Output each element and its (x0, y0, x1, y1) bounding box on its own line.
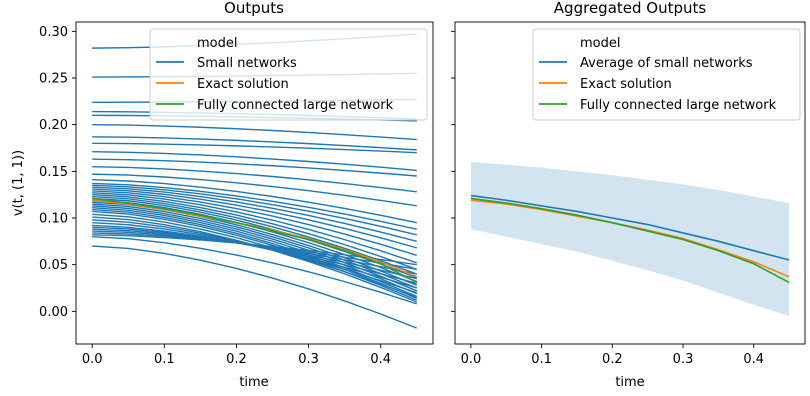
outputs-panel: 0.0 0.1 0.2 0.3 0.4 0.00 0.05 0.10 0.15 0.20 0.25 0… (11, 0, 434, 390)
small-network-line (92, 158, 417, 177)
y-tick-label: 0.10 (39, 212, 68, 227)
x-tick-label: 0.0 (82, 352, 103, 367)
small-network-line (92, 179, 417, 224)
aggregated-ticks: 0.0 0.1 0.2 0.3 0.4 (451, 30, 764, 367)
aggregated-xlabel: time (615, 375, 644, 390)
x-tick-label: 0.3 (298, 352, 319, 367)
outputs-legend-label-exact: Exact solution (197, 77, 289, 92)
spread-band (470, 162, 790, 316)
x-tick-label: 0.4 (743, 352, 764, 367)
aggregated-title: Aggregated Outputs (554, 0, 707, 17)
small-network-line (92, 123, 417, 141)
x-tick-label: 0.1 (531, 352, 552, 367)
small-network-line (92, 235, 417, 305)
outputs-xlabel: time (239, 375, 268, 390)
small-network-line (92, 210, 418, 299)
outputs-legend-title: model (197, 36, 237, 51)
small-network-line (92, 151, 417, 172)
aggregated-outputs-panel: 0.0 0.1 0.2 0.3 0.4 Aggregated Outputs time … (451, 0, 806, 390)
small-network-line (92, 173, 417, 207)
small-network-line (92, 188, 417, 249)
x-tick-label: 0.2 (226, 352, 247, 367)
outputs-ylabel: v(t, (1, 1)) (11, 150, 26, 216)
outputs-legend-label-small: Small networks (197, 56, 297, 71)
y-tick-label: 0.30 (39, 25, 68, 40)
small-network-line (92, 192, 417, 264)
x-tick-label: 0.0 (461, 352, 482, 367)
outputs-ticks: 0.0 0.1 0.2 0.3 0.4 0.00 0.05 0.10 0.15 0.20 0.25 0… (39, 25, 391, 367)
outputs-legend-label-large: Fully connected large network (197, 98, 394, 113)
small-network-line (92, 184, 417, 236)
small-network-line (92, 136, 417, 151)
small-network-line (92, 195, 418, 275)
x-tick-label: 0.2 (602, 352, 623, 367)
large-network-line (470, 197, 790, 284)
aggregated-legend-title: model (580, 36, 620, 51)
aggregated-legend: model Average of small networks Exact so… (532, 28, 801, 121)
small-network-line (92, 193, 418, 270)
outputs-legend-box (149, 28, 428, 121)
y-tick-label: 0.20 (39, 118, 68, 133)
x-tick-label: 0.4 (370, 352, 391, 367)
small-network-line (92, 190, 417, 257)
outputs-legend: model Small networks Exact solution Full… (149, 28, 428, 121)
x-tick-label: 0.3 (673, 352, 694, 367)
y-tick-label: 0.00 (39, 305, 68, 320)
small-network-line (92, 182, 417, 230)
y-tick-label: 0.15 (39, 165, 68, 180)
y-tick-label: 0.25 (39, 72, 68, 87)
small-network-line (92, 186, 417, 243)
aggregated-legend-label-large: Fully connected large network (580, 98, 777, 113)
small-network-line (92, 165, 417, 193)
large-network-line (92, 197, 418, 284)
aggregated-axes-frame (454, 21, 806, 345)
aggregated-lines (470, 162, 790, 316)
aggregated-legend-label-exact: Exact solution (580, 77, 672, 92)
outputs-title: Outputs (224, 0, 284, 17)
x-tick-label: 0.1 (154, 352, 175, 367)
average-small-networks-line (470, 194, 790, 261)
aggregated-legend-box (532, 28, 801, 121)
small-network-line (92, 245, 418, 329)
small-network-line (92, 142, 417, 154)
y-tick-label: 0.05 (39, 258, 68, 273)
outputs-axes-frame (75, 21, 434, 345)
aggregated-legend-label-average: Average of small networks (580, 56, 753, 71)
